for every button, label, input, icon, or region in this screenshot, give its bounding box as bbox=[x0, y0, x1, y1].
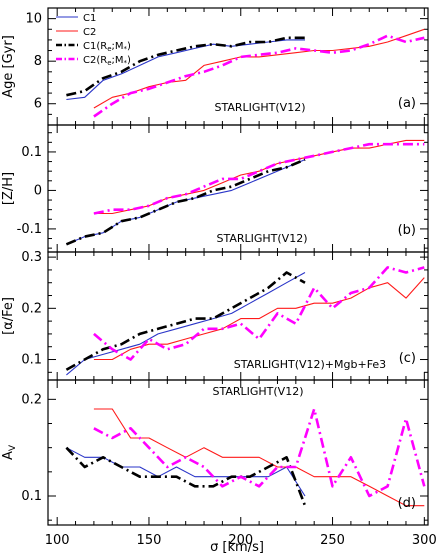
y-axis-title: [α/Fe] bbox=[1, 297, 16, 335]
series-line-c2 bbox=[93, 139, 425, 215]
y-tick-label: 0.1 bbox=[21, 489, 42, 504]
series-line-c2 bbox=[93, 28, 425, 109]
panel-tag: (b) bbox=[398, 223, 416, 238]
series-line-c2 bbox=[93, 408, 425, 507]
series-line-c1-r-e-m bbox=[65, 271, 306, 371]
y-tick-label: 0.1 bbox=[21, 145, 42, 160]
series-group bbox=[65, 407, 426, 507]
y-tick-label: 0.1 bbox=[21, 353, 42, 368]
legend: C1 C2 C1(Re​;M*​) C2(Re​;M*​) bbox=[56, 13, 131, 67]
y-axis-title: Age [Gyr] bbox=[1, 35, 16, 98]
panel-note: STARLIGHT(V12) bbox=[212, 385, 303, 398]
x-tick-label: 250 bbox=[320, 533, 345, 548]
panel-b: -0.1 0 0.1 [Z/H] (b) STARLIGHT(V12) bbox=[1, 124, 429, 253]
legend-label-c2-r-e-m: C2(Re​;M*​) bbox=[83, 55, 131, 67]
y-axis-title: AV​ bbox=[1, 444, 18, 460]
x-tick-label: 100 bbox=[45, 533, 70, 548]
series-line-c2-r-e-m bbox=[93, 407, 426, 498]
y-tick-label: 8 bbox=[34, 54, 42, 69]
x-axis-title: σ [km/s] bbox=[210, 540, 264, 555]
y-tick-label: 0.2 bbox=[21, 392, 42, 407]
x-tick-label: 300 bbox=[412, 533, 436, 548]
y-tick-label: 0.3 bbox=[21, 250, 42, 265]
panel-a: 6 8 10 Age [Gyr] (a) STARLIGHT(V12) bbox=[1, 7, 429, 126]
panel-note: STARLIGHT(V12)+Mgb+Fe3 bbox=[234, 358, 386, 371]
series-group bbox=[65, 139, 425, 246]
series-line-c2-r-e-m bbox=[93, 266, 425, 361]
panel-note: STARLIGHT(V12) bbox=[214, 101, 305, 114]
legend-label-c1: C1 bbox=[83, 13, 96, 24]
series-line-c1-r-e-m bbox=[65, 446, 307, 507]
panel-frame bbox=[47, 379, 429, 526]
series-line-c1-r-e-m bbox=[66, 36, 305, 97]
panel-tag: (a) bbox=[398, 96, 416, 111]
x-tick-label: 150 bbox=[137, 533, 162, 548]
panel-note: STARLIGHT(V12) bbox=[216, 232, 307, 245]
panel-tag: (d) bbox=[398, 496, 416, 511]
series-line-c1 bbox=[66, 272, 306, 376]
series-line-c2-r-e-m bbox=[93, 34, 425, 118]
series-line-c2 bbox=[93, 277, 425, 361]
y-tick-label: 6 bbox=[34, 97, 42, 112]
y-tick-label: 10 bbox=[25, 12, 42, 27]
legend-label-c1-r-e-m: C1(Re​;M*​) bbox=[83, 41, 131, 53]
y-tick-label: 0 bbox=[34, 183, 42, 198]
y-tick-label: 0.2 bbox=[21, 301, 42, 316]
x-tick-label: 200 bbox=[228, 533, 253, 548]
series-line-c1 bbox=[66, 447, 306, 497]
panel-d: 0.1 0.2 AV​ (d) STARLIGHT(V12) bbox=[1, 379, 429, 526]
series-group bbox=[65, 266, 425, 376]
y-axis-title: [Z/H] bbox=[1, 172, 16, 205]
series-line-c2-r-e-m bbox=[93, 142, 425, 215]
series-group bbox=[66, 28, 425, 118]
series-line-c1-r-e-m bbox=[65, 158, 306, 246]
legend-label-c2: C2 bbox=[83, 27, 96, 38]
panel-tag: (c) bbox=[399, 351, 416, 366]
series-line-c1 bbox=[66, 39, 305, 101]
panel-c: 0.1 0.2 0.3 [α/Fe] (c) STARLIGHT(V12)+Mgb+Fe3 bbox=[1, 250, 429, 381]
y-tick-label: -0.1 bbox=[17, 222, 42, 237]
